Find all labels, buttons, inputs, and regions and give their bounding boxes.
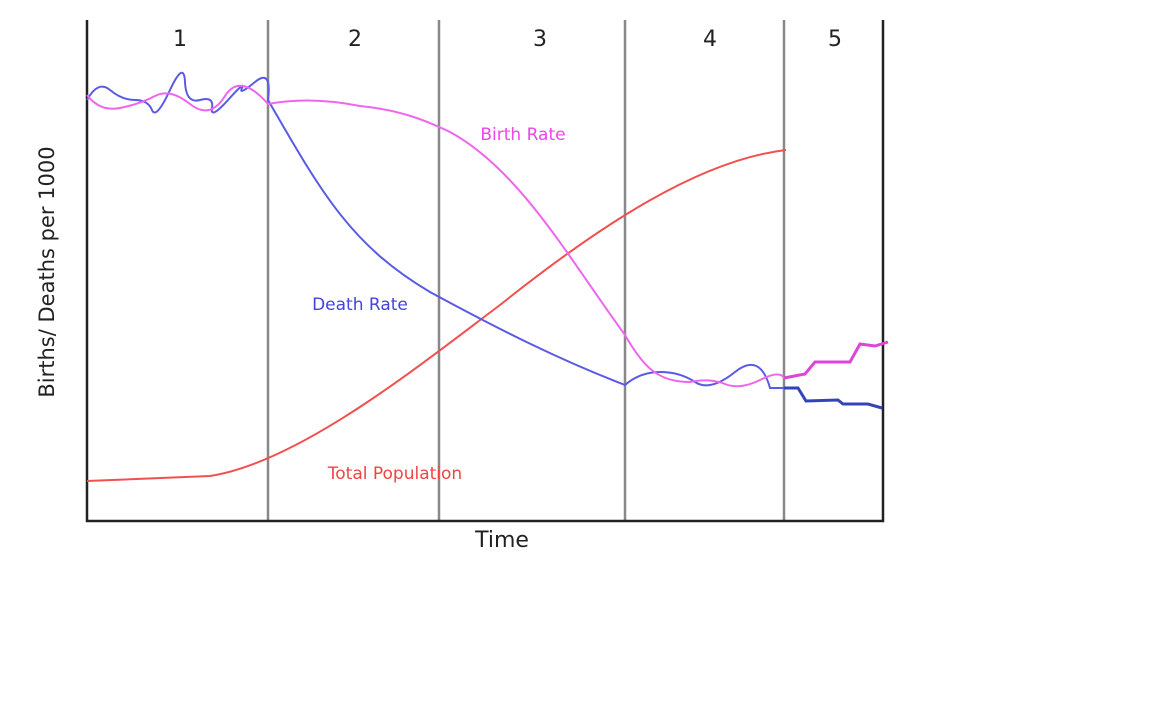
y-axis-label: Births/ Deaths per 1000 xyxy=(35,146,59,397)
birth-rate-label: Birth Rate xyxy=(480,125,565,145)
population-curve xyxy=(86,149,787,482)
axes xyxy=(85,20,885,523)
stage-label: 2 xyxy=(348,27,362,52)
stage-label: 3 xyxy=(533,27,547,52)
stage-label: 4 xyxy=(703,27,717,52)
x-axis-label: Time xyxy=(474,528,529,553)
death-rate-extension xyxy=(784,386,883,410)
stage-label: 5 xyxy=(828,27,842,52)
death-rate-label: Death Rate xyxy=(312,295,408,315)
stage-dividers xyxy=(266,20,786,521)
birth-rate-curve xyxy=(86,84,785,388)
death-rate-curve xyxy=(86,71,784,389)
birth-rate-extension xyxy=(783,340,889,380)
stage-label: 1 xyxy=(173,27,187,52)
population-label: Total Population xyxy=(327,464,462,484)
